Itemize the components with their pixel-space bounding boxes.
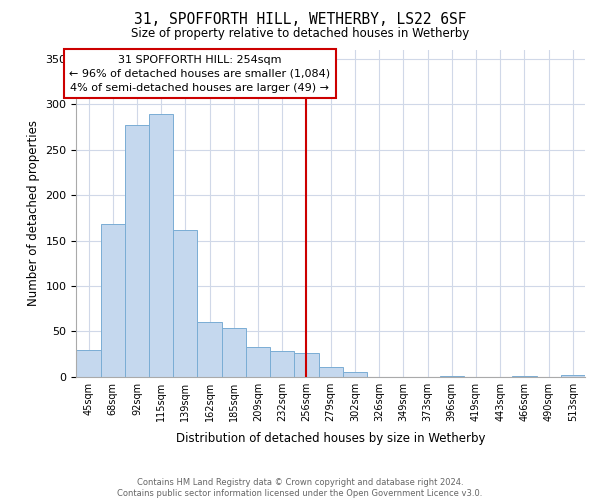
- Bar: [295, 353, 319, 376]
- Bar: [125, 126, 149, 376]
- Text: 31 SPOFFORTH HILL: 254sqm
← 96% of detached houses are smaller (1,084)
4% of sem: 31 SPOFFORTH HILL: 254sqm ← 96% of detac…: [70, 54, 331, 92]
- Text: 31, SPOFFORTH HILL, WETHERBY, LS22 6SF: 31, SPOFFORTH HILL, WETHERBY, LS22 6SF: [134, 12, 466, 28]
- Bar: [270, 351, 295, 376]
- Y-axis label: Number of detached properties: Number of detached properties: [27, 120, 40, 306]
- Bar: [101, 224, 125, 376]
- Text: Size of property relative to detached houses in Wetherby: Size of property relative to detached ho…: [131, 28, 469, 40]
- Bar: [222, 328, 246, 376]
- Bar: [149, 114, 173, 376]
- X-axis label: Distribution of detached houses by size in Wetherby: Distribution of detached houses by size …: [176, 432, 485, 445]
- Bar: [173, 230, 197, 376]
- Bar: [343, 372, 367, 376]
- Bar: [197, 322, 222, 376]
- Bar: [246, 346, 270, 376]
- Bar: [319, 366, 343, 376]
- Bar: [561, 375, 585, 376]
- Bar: [76, 350, 101, 376]
- Text: Contains HM Land Registry data © Crown copyright and database right 2024.
Contai: Contains HM Land Registry data © Crown c…: [118, 478, 482, 498]
